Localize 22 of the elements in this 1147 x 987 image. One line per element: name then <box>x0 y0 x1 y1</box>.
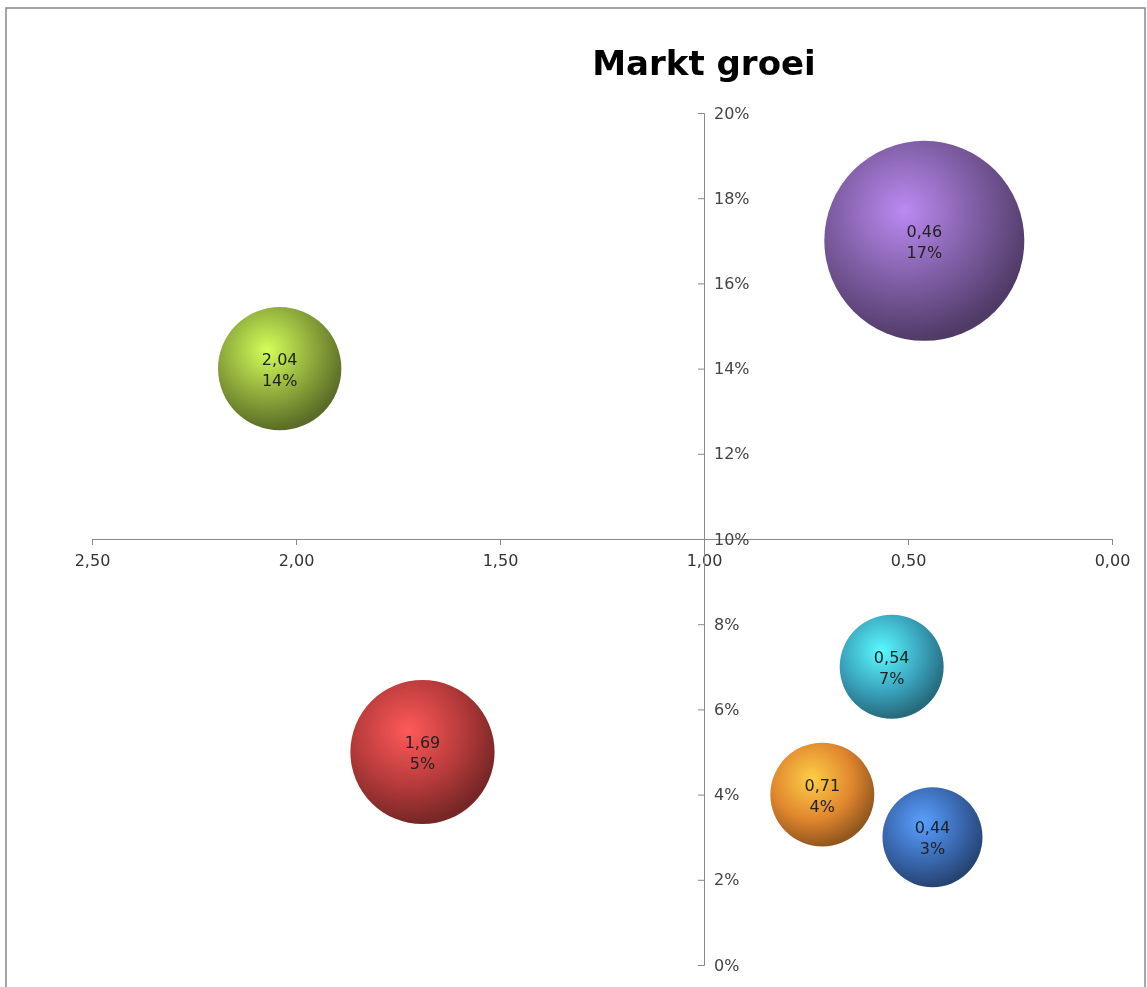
y-tick-label: 18% <box>714 188 750 208</box>
y-tick-label: 6% <box>714 700 740 720</box>
x-tick-label: 0,00 <box>1094 550 1131 570</box>
y-tick-label: 12% <box>714 444 750 464</box>
y-tick-label: 16% <box>714 274 750 294</box>
data-label: 1,69 5% <box>404 733 441 773</box>
y-tick-label: 20% <box>714 103 750 123</box>
data-label: 0,71 4% <box>804 775 841 816</box>
x-tick-label: 0,50 <box>890 550 927 570</box>
x-tick-label: 1,50 <box>482 550 519 570</box>
x-tick-label: 2,50 <box>74 550 111 570</box>
chart-title: Markt groei <box>592 43 816 83</box>
y-tick-label: 8% <box>714 614 740 634</box>
y-tick-label: 14% <box>714 359 750 379</box>
y-tick-label: 2% <box>714 870 740 890</box>
x-tick-label: 2,00 <box>278 550 315 570</box>
y-tick-label: 4% <box>714 785 740 805</box>
data-label: 0,44 3% <box>914 818 951 859</box>
data-label: 2,04 14% <box>261 349 298 390</box>
data-label: 0,46 17% <box>906 221 943 262</box>
y-tick-label: 0% <box>714 955 740 975</box>
data-label: 0,54 7% <box>873 647 910 688</box>
